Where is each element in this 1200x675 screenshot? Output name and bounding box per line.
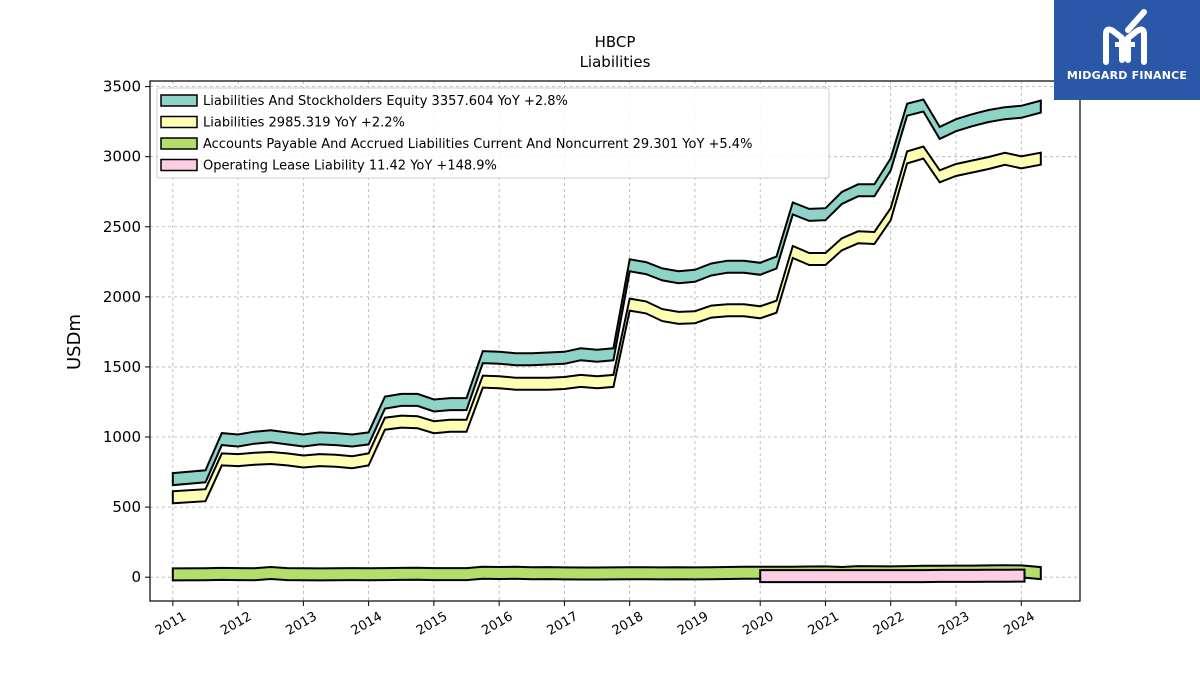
x-tick-label: 2015 — [414, 609, 450, 639]
y-tick-label: 2000 — [103, 288, 141, 306]
legend-swatch — [160, 115, 198, 129]
y-tick-label: 3500 — [103, 78, 141, 96]
y-tick-label: 3000 — [103, 148, 141, 166]
series-line-1 — [171, 98, 1042, 487]
x-tick-label: 2024 — [1001, 609, 1037, 639]
x-tick-label: 2018 — [610, 609, 646, 639]
chart-title: HBCP — [595, 33, 636, 51]
y-tick-label: 1000 — [103, 428, 141, 446]
brand-logo-icon — [1103, 9, 1147, 65]
plot-frame — [149, 80, 1081, 602]
x-tick-label: 2023 — [936, 609, 972, 639]
legend-label: Liabilities 2985.319 YoY +2.2% — [203, 116, 405, 131]
y-tick-label: 0 — [131, 568, 141, 586]
series-line-2 — [171, 145, 1042, 505]
x-tick-label: 2012 — [218, 609, 254, 639]
legend-label: Liabilities And Stockholders Equity 3357… — [203, 94, 568, 109]
series-layer — [171, 98, 1042, 584]
legend-label: Operating Lease Liability 11.42 YoY +148… — [203, 159, 497, 174]
legend-swatch — [160, 158, 198, 172]
brand-name: MIDGARD FINANCE — [1066, 69, 1188, 82]
x-tick-label: 2021 — [806, 609, 842, 639]
x-tick-label: 2020 — [740, 609, 776, 639]
x-tick-label: 2013 — [284, 609, 320, 639]
brand-logo: MIDGARD FINANCE — [1054, 0, 1200, 100]
x-tick-label: 2011 — [153, 609, 189, 639]
legend-label: Accounts Payable And Accrued Liabilities… — [203, 137, 752, 152]
legend-box — [156, 87, 830, 179]
y-tick-label: 1500 — [103, 358, 141, 376]
x-tick-label: 2019 — [675, 609, 711, 639]
series-line-4 — [759, 568, 1026, 584]
legend: Liabilities And Stockholders Equity 3357… — [156, 87, 830, 179]
y-tick-label: 2500 — [103, 218, 141, 236]
x-tick-label: 2014 — [349, 609, 385, 639]
y-tick-label: 500 — [112, 498, 141, 516]
x-tick-label: 2017 — [545, 609, 581, 639]
y-axis-label: USDm — [64, 314, 85, 370]
x-tick-label: 2022 — [871, 609, 907, 639]
x-tick-label: 2016 — [479, 609, 515, 639]
chart-subtitle: Liabilities — [580, 53, 651, 71]
legend-swatch — [160, 94, 198, 107]
legend-swatch — [160, 137, 198, 150]
